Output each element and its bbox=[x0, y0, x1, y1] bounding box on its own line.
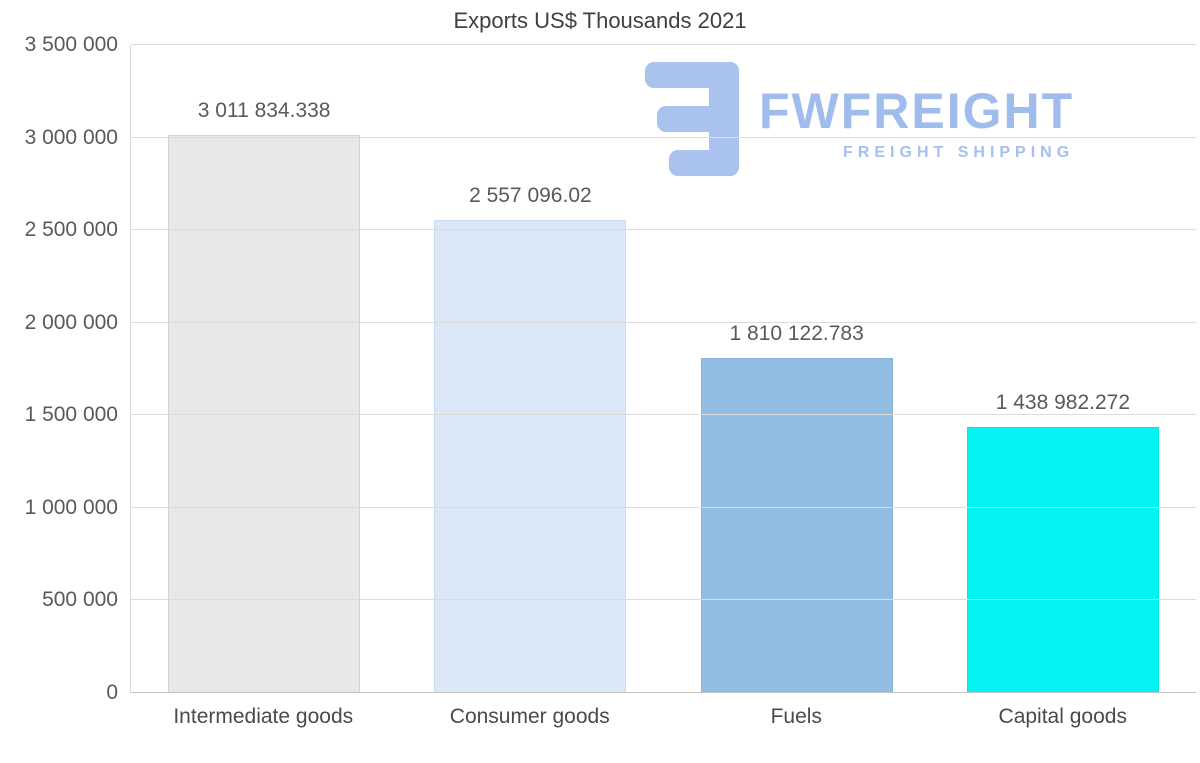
x-tick-label: Consumer goods bbox=[449, 705, 610, 728]
x-tick-label: Intermediate goods bbox=[173, 705, 354, 728]
y-tick-label: 0 bbox=[106, 681, 118, 704]
y-tick-label: 2 000 000 bbox=[24, 310, 118, 334]
y-tick-label: 1 500 000 bbox=[24, 403, 118, 427]
x-axis: Intermediate goods Consumer goods Fuels Cap… bbox=[130, 705, 1196, 729]
bar-value-label: 1 810 122.783 bbox=[729, 321, 864, 345]
y-tick-label: 3 000 000 bbox=[24, 125, 118, 149]
gridline bbox=[131, 692, 1196, 693]
bar bbox=[700, 357, 893, 693]
x-tick-label: Fuels bbox=[770, 705, 822, 728]
bar-slot: 2 557 096.02 bbox=[397, 45, 663, 693]
bar-value-label: 2 557 096.02 bbox=[469, 183, 592, 207]
gridline bbox=[131, 506, 1196, 508]
y-tick-label: 500 000 bbox=[42, 588, 118, 612]
bar bbox=[966, 426, 1159, 693]
gridline bbox=[131, 599, 1196, 601]
bar-slot: 1 810 122.783 bbox=[664, 45, 930, 693]
y-tick-label: 3 500 000 bbox=[24, 33, 118, 56]
bar-value-label: 1 438 982.272 bbox=[995, 390, 1131, 414]
bar-value-label: 3 011 834.338 bbox=[197, 99, 331, 123]
gridline bbox=[131, 414, 1196, 416]
bar bbox=[434, 219, 627, 693]
y-axis: 0 500 000 1 000 000 1 500 000 2 000 000 2 500… bbox=[0, 33, 118, 704]
bar-slot: 1 438 982.272 bbox=[930, 45, 1196, 693]
y-tick-label: 2 500 000 bbox=[24, 218, 118, 242]
chart-title: Exports US$ Thousands 2021 bbox=[453, 8, 747, 33]
bars-row: 3 011 834.338 2 557 096.02 1 810 122.783 1 … bbox=[131, 45, 1196, 693]
bar-slot: 3 011 834.338 bbox=[131, 45, 397, 693]
gridline bbox=[131, 44, 1196, 45]
gridline bbox=[131, 136, 1196, 138]
x-tick-label: Capital goods bbox=[998, 705, 1127, 728]
gridline bbox=[131, 321, 1196, 323]
y-tick-label: 1 000 000 bbox=[24, 495, 118, 519]
gridline bbox=[131, 229, 1196, 231]
plot-area: 3 011 834.338 2 557 096.02 1 810 122.783 1 … bbox=[130, 44, 1196, 693]
